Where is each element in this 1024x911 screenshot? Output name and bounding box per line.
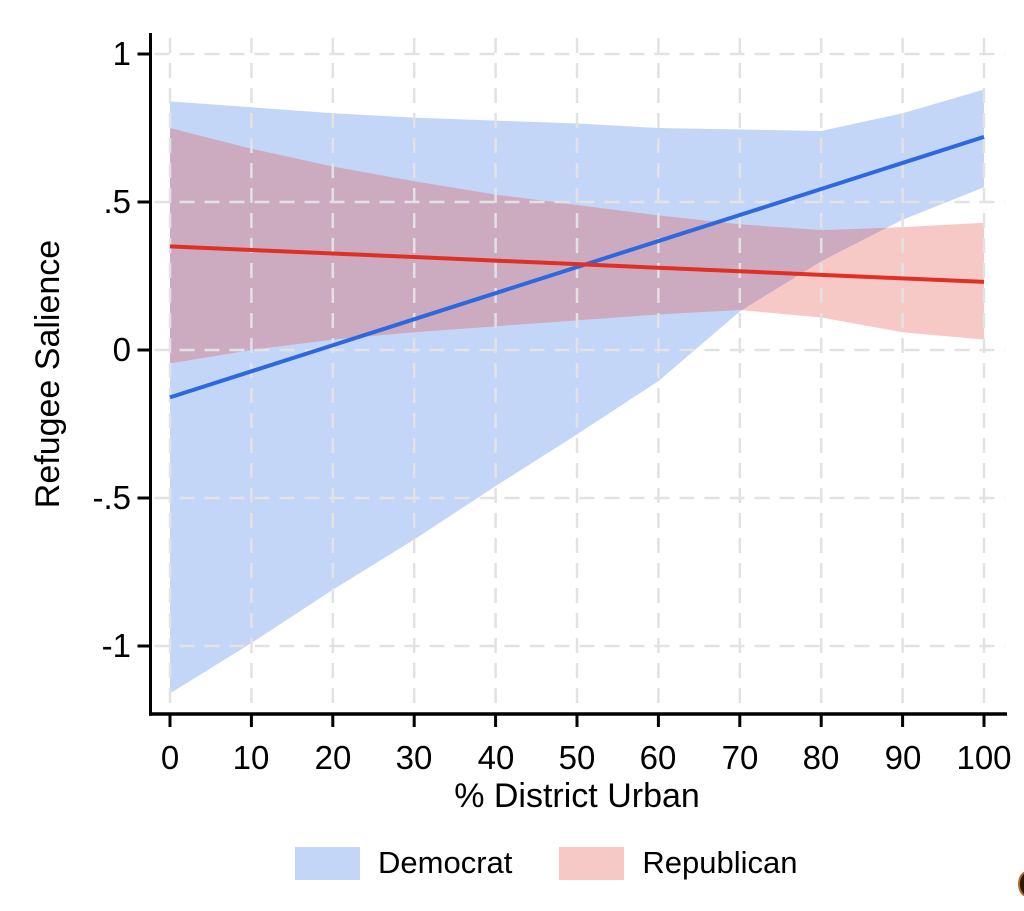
republican-ci-swatch-icon [559, 846, 625, 880]
x-tick-label: 10 [232, 739, 270, 776]
legend-democrat-label: Democrat [378, 845, 513, 880]
legend-item-republican: Republican [559, 846, 797, 880]
y-tick-label: .5 [103, 183, 131, 220]
y-tick-label: -.5 [92, 479, 131, 516]
x-tick-label: 0 [160, 739, 180, 776]
x-tick-label: 60 [639, 739, 677, 776]
x-tick-label: 30 [395, 739, 433, 776]
legend: Democrat Republican [295, 846, 797, 880]
x-tick-label: 50 [558, 739, 596, 776]
x-tick-label: 40 [477, 739, 515, 776]
x-tick-label: 20 [314, 739, 352, 776]
y-axis-title: Refugee Salience [29, 239, 67, 509]
y-tick-label: 1 [112, 35, 131, 72]
legend-republican-label: Republican [642, 845, 798, 880]
x-tick-label: 80 [802, 739, 840, 776]
y-tick-label: -1 [101, 627, 131, 664]
y-tick-label: 0 [112, 331, 131, 368]
trend-line-democrat [169, 134, 985, 400]
x-tick-label: 100 [956, 739, 1012, 776]
x-axis-title: % District Urban [454, 777, 700, 815]
trend-line-republican [169, 244, 985, 284]
democrat-ci-swatch-icon [295, 846, 360, 880]
legend-item-democrat: Democrat [295, 846, 512, 880]
x-tick-label: 90 [884, 739, 922, 776]
x-tick-label: 70 [721, 739, 759, 776]
